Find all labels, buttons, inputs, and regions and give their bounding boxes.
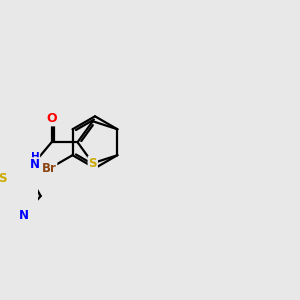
Text: H: H	[31, 152, 39, 162]
Text: N: N	[30, 158, 40, 171]
Text: Br: Br	[41, 162, 56, 175]
Text: N: N	[18, 209, 28, 222]
Text: S: S	[88, 157, 97, 170]
Text: S: S	[0, 172, 7, 185]
Text: O: O	[46, 112, 57, 125]
